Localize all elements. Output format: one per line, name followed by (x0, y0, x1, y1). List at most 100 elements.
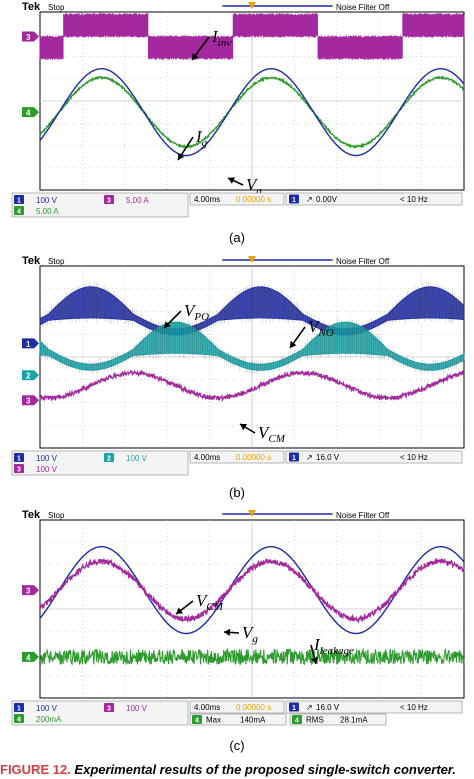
scope-filter: Noise Filter Off (336, 3, 390, 12)
scope-c: Tek Stop Noise Filter Off 3 4 VCM Vg Ileakage 1 1… (11, 509, 465, 726)
timebase-value: 4.00ms (194, 703, 220, 712)
timebase-box (189, 450, 285, 464)
timebase-value: 4.00ms (194, 453, 220, 462)
measurement-value: 140mA (240, 716, 266, 725)
measurement-channel-badge (292, 715, 302, 724)
trigger-box (285, 700, 463, 714)
channel-scale: 100 V (126, 454, 148, 463)
trace-label-v-po: VPO (184, 301, 209, 323)
measurement-box (289, 713, 387, 726)
channel-marker (22, 31, 39, 42)
channel-marker (22, 651, 39, 662)
measurement-channel-number: 4 (195, 718, 199, 725)
channel-scale: 100 V (36, 454, 58, 463)
channel-badge-number: 4 (17, 717, 21, 724)
channel-marker (22, 370, 39, 381)
channel-badge-number: 3 (17, 467, 21, 474)
scope-panel-a: Tek Stop Noise Filter Off 3 4 Iinv Ig Vg 1 100 V 3… (0, 0, 474, 222)
channel-badge-number: 2 (107, 456, 111, 463)
trigger-channel-badge (289, 452, 299, 462)
channel-scale: 100 V (126, 704, 148, 713)
channel-marker (22, 338, 39, 349)
scope-state: Stop (48, 3, 65, 12)
measurement-label: Max (206, 716, 221, 725)
trace-label-arrowhead (192, 53, 199, 60)
trace-i-inv (39, 13, 465, 60)
trigger-level: 0.00V (316, 195, 338, 204)
channel-badge (14, 714, 24, 723)
trigger-level: 16.0 V (316, 703, 340, 712)
measurement-channel-badge (192, 715, 202, 724)
channel-badge-number: 4 (17, 209, 21, 216)
channel-badge-number: 3 (107, 198, 111, 205)
trigger-level: 16.0 V (316, 453, 340, 462)
channel-badge (14, 206, 24, 215)
channel-badge-number: 1 (17, 198, 21, 205)
trigger-position-marker (248, 510, 256, 517)
channel-marker-number: 3 (26, 397, 31, 406)
channel-settings-box (11, 450, 189, 476)
scope-filter: Noise Filter Off (336, 511, 390, 520)
figure-title: FIGURE 12. Experimental results of the p… (0, 762, 474, 779)
figure-title-text: Experimental results of the proposed sin… (74, 762, 456, 777)
trigger-position-marker (248, 256, 256, 263)
channel-badge-number: 1 (17, 706, 21, 713)
channel-badge (14, 464, 24, 473)
channel-scale: 100 V (36, 196, 58, 205)
trigger-channel-number: 1 (292, 455, 296, 462)
caption-a: (a) (229, 230, 245, 245)
timebase-box (189, 192, 285, 206)
trace-label-i-leakage: Ileakage (313, 635, 354, 657)
trace-v-cm (39, 369, 465, 403)
scope-state: Stop (48, 257, 65, 266)
measurement-label: RMS (306, 716, 324, 725)
trigger-slope-icon: ↗ (306, 195, 313, 204)
trigger-frequency: < 10 Hz (400, 195, 428, 204)
trigger-slope-icon: ↗ (306, 453, 313, 462)
trace-label-v-cm: VCM (258, 423, 286, 445)
trace-label-v-g: Vg (242, 623, 258, 645)
channel-badge (104, 195, 114, 204)
trace-label-arrowhead (290, 341, 297, 348)
trace-label-arrowhead (240, 424, 247, 431)
scope-panel-b: Tek Stop Noise Filter Off 1 2 3 VPO VNO VCM 1 100 … (0, 252, 474, 478)
scope-brand: Tek (22, 255, 41, 267)
measurement-box (189, 713, 287, 726)
trigger-box (285, 450, 463, 464)
trigger-box (285, 192, 463, 206)
trigger-slope-icon: ↗ (306, 703, 313, 712)
channel-scale: 100 V (36, 704, 58, 713)
trace-v-no (39, 321, 465, 371)
channel-marker-number: 4 (26, 653, 31, 662)
trace-label-arrowhead (178, 153, 185, 160)
trace-label-arrowhead (164, 321, 171, 328)
trigger-frequency: < 10 Hz (400, 703, 428, 712)
channel-badge (14, 453, 24, 462)
channel-marker-number: 3 (26, 587, 31, 596)
scope-brand: Tek (22, 1, 41, 13)
channel-marker-number: 4 (26, 109, 31, 118)
trace-label-v-cm: VCM (196, 591, 224, 613)
figure-title-label: FIGURE 12. (0, 762, 71, 777)
measurement-value: 28.1mA (340, 716, 368, 725)
channel-scale: 100 V (36, 465, 58, 474)
trace-v-g (39, 68, 465, 157)
channel-badge (104, 703, 114, 712)
trace-i-leakage (39, 647, 465, 666)
channel-scale: 5.00 A (36, 207, 59, 216)
trace-label-arrowhead (228, 177, 235, 184)
trace-label-i-g: Ig (195, 127, 208, 149)
trace-label-arrowhead (224, 628, 231, 636)
scope-state: Stop (48, 511, 65, 520)
position-value: 0.00000 s (236, 195, 271, 204)
trace-band-texture (39, 318, 465, 375)
trace-label-v-g: Vg (246, 175, 262, 197)
trigger-position-marker (248, 2, 256, 9)
channel-badge-number: 1 (17, 456, 21, 463)
channel-marker-number: 1 (26, 340, 31, 349)
trigger-frequency: < 10 Hz (400, 453, 428, 462)
measurement-channel-number: 4 (295, 718, 299, 725)
trace-label-arrowhead (176, 607, 183, 614)
scope-a: Tek Stop Noise Filter Off 3 4 Iinv Ig Vg 1 100 V 3… (11, 1, 465, 218)
trace-v-g (39, 546, 465, 635)
